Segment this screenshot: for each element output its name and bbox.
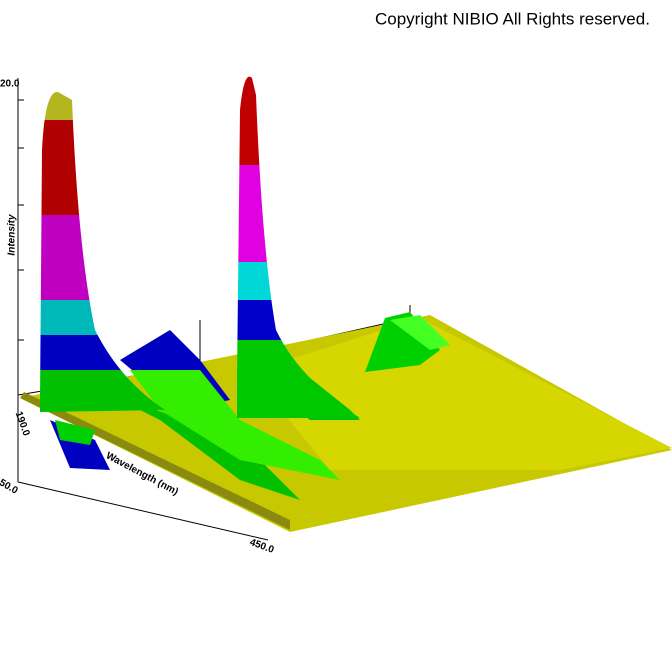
z-tick-label: 20.0: [0, 79, 20, 90]
tick-label: 450.0: [248, 537, 276, 556]
copyright: Copyright NIBIO All Rights reserved.: [375, 9, 650, 28]
surface-floor: [20, 312, 672, 532]
z-axis-label: Intensity: [7, 214, 18, 256]
tick-label: 190.0: [13, 410, 32, 438]
tick-label: 50.0: [0, 477, 20, 496]
